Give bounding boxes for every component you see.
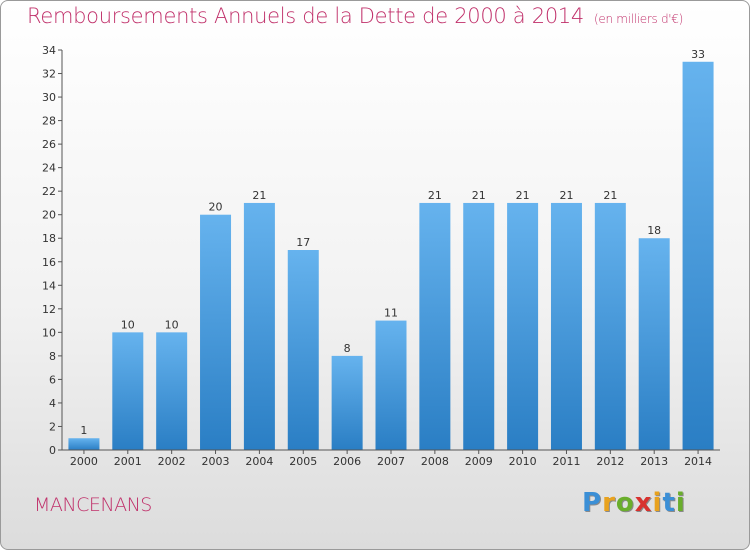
x-tick-label: 2006 bbox=[333, 455, 361, 468]
bar-2010 bbox=[507, 202, 539, 450]
bar-value-label: 21 bbox=[252, 189, 266, 202]
bar-2007 bbox=[375, 320, 407, 450]
x-tick-label: 2011 bbox=[552, 455, 580, 468]
logo-letter: i bbox=[675, 488, 686, 518]
y-tick-label: 20 bbox=[42, 209, 56, 222]
y-tick-label: 10 bbox=[42, 326, 56, 339]
x-tick-label: 2013 bbox=[640, 455, 668, 468]
bar-2002 bbox=[156, 332, 188, 450]
bar-2008 bbox=[419, 202, 451, 450]
bar-value-label: 21 bbox=[428, 189, 442, 202]
x-tick-label: 2014 bbox=[684, 455, 712, 468]
bar-2011 bbox=[550, 202, 582, 450]
x-tick-label: 2008 bbox=[421, 455, 449, 468]
y-tick-label: 32 bbox=[42, 68, 56, 81]
logo-letter: x bbox=[634, 488, 653, 518]
title-text: Remboursements Annuels de la Dette de 20… bbox=[27, 4, 584, 28]
bar-value-label: 20 bbox=[209, 201, 223, 214]
bar-value-label: 11 bbox=[384, 307, 398, 320]
x-tick-label: 2003 bbox=[202, 455, 230, 468]
bar-2003 bbox=[200, 214, 232, 450]
y-tick-label: 34 bbox=[42, 44, 56, 57]
bar-value-label: 21 bbox=[516, 189, 530, 202]
y-tick-label: 12 bbox=[42, 303, 56, 316]
bar-value-label: 1 bbox=[80, 424, 87, 437]
logo-letter: o bbox=[615, 488, 635, 518]
title-unit: (en milliers d'€) bbox=[594, 12, 684, 26]
bar-2001 bbox=[112, 332, 144, 450]
y-tick-label: 24 bbox=[42, 162, 56, 175]
bar-value-label: 10 bbox=[165, 318, 179, 331]
y-tick-label: 16 bbox=[42, 256, 56, 269]
proxiti-logo: Proxiti bbox=[582, 488, 686, 518]
bar-value-label: 21 bbox=[603, 189, 617, 202]
x-tick-label: 2009 bbox=[465, 455, 493, 468]
y-tick-label: 14 bbox=[42, 279, 56, 292]
x-tick-label: 2005 bbox=[289, 455, 317, 468]
y-tick-label: 30 bbox=[42, 91, 56, 104]
bar-2005 bbox=[287, 250, 319, 450]
bar-value-label: 21 bbox=[559, 189, 573, 202]
x-tick-label: 2001 bbox=[114, 455, 142, 468]
y-tick-label: 0 bbox=[49, 444, 56, 457]
x-tick-label: 2004 bbox=[245, 455, 273, 468]
bar-value-label: 33 bbox=[691, 48, 705, 61]
logo-letter: r bbox=[602, 488, 616, 518]
bar-value-label: 8 bbox=[344, 342, 351, 355]
y-tick-label: 22 bbox=[42, 185, 56, 198]
x-tick-label: 2002 bbox=[158, 455, 186, 468]
x-tick-label: 2007 bbox=[377, 455, 405, 468]
chart-title: Remboursements Annuels de la Dette de 20… bbox=[27, 4, 683, 28]
x-tick-label: 2000 bbox=[70, 455, 98, 468]
x-axis: 2000 2001 2002 2003 2004 2005 2006 2007 2008 2009… bbox=[62, 449, 720, 468]
y-tick-label: 6 bbox=[49, 373, 56, 386]
y-tick-label: 18 bbox=[42, 232, 56, 245]
y-tick-label: 28 bbox=[42, 115, 56, 128]
bar-value-label: 10 bbox=[121, 318, 135, 331]
y-tick-label: 2 bbox=[49, 420, 56, 433]
x-tick-label: 2012 bbox=[596, 455, 624, 468]
commune-name: MANCENANS bbox=[34, 494, 152, 516]
bar-value-label: 21 bbox=[472, 189, 486, 202]
bar-value-label: 17 bbox=[296, 236, 310, 249]
bar-2004 bbox=[243, 202, 275, 450]
bar-2013 bbox=[638, 238, 670, 450]
bar-2006 bbox=[331, 355, 363, 450]
bar-2009 bbox=[463, 202, 495, 450]
logo-letter: i bbox=[652, 488, 663, 518]
y-tick-label: 4 bbox=[49, 397, 56, 410]
x-tick-label: 2010 bbox=[509, 455, 537, 468]
y-tick-label: 26 bbox=[42, 138, 56, 151]
logo-letter: P bbox=[582, 488, 603, 518]
bar-value-label: 18 bbox=[647, 224, 661, 237]
bar-2000 bbox=[68, 438, 100, 450]
logo-letter: t bbox=[662, 488, 676, 518]
y-tick-label: 8 bbox=[49, 350, 56, 363]
bar-2014 bbox=[682, 61, 714, 450]
bar-2012 bbox=[594, 202, 626, 450]
bars: 1 10 10 20 21 17 8 11 21 21 21 21 21 18 33 bbox=[68, 48, 714, 450]
